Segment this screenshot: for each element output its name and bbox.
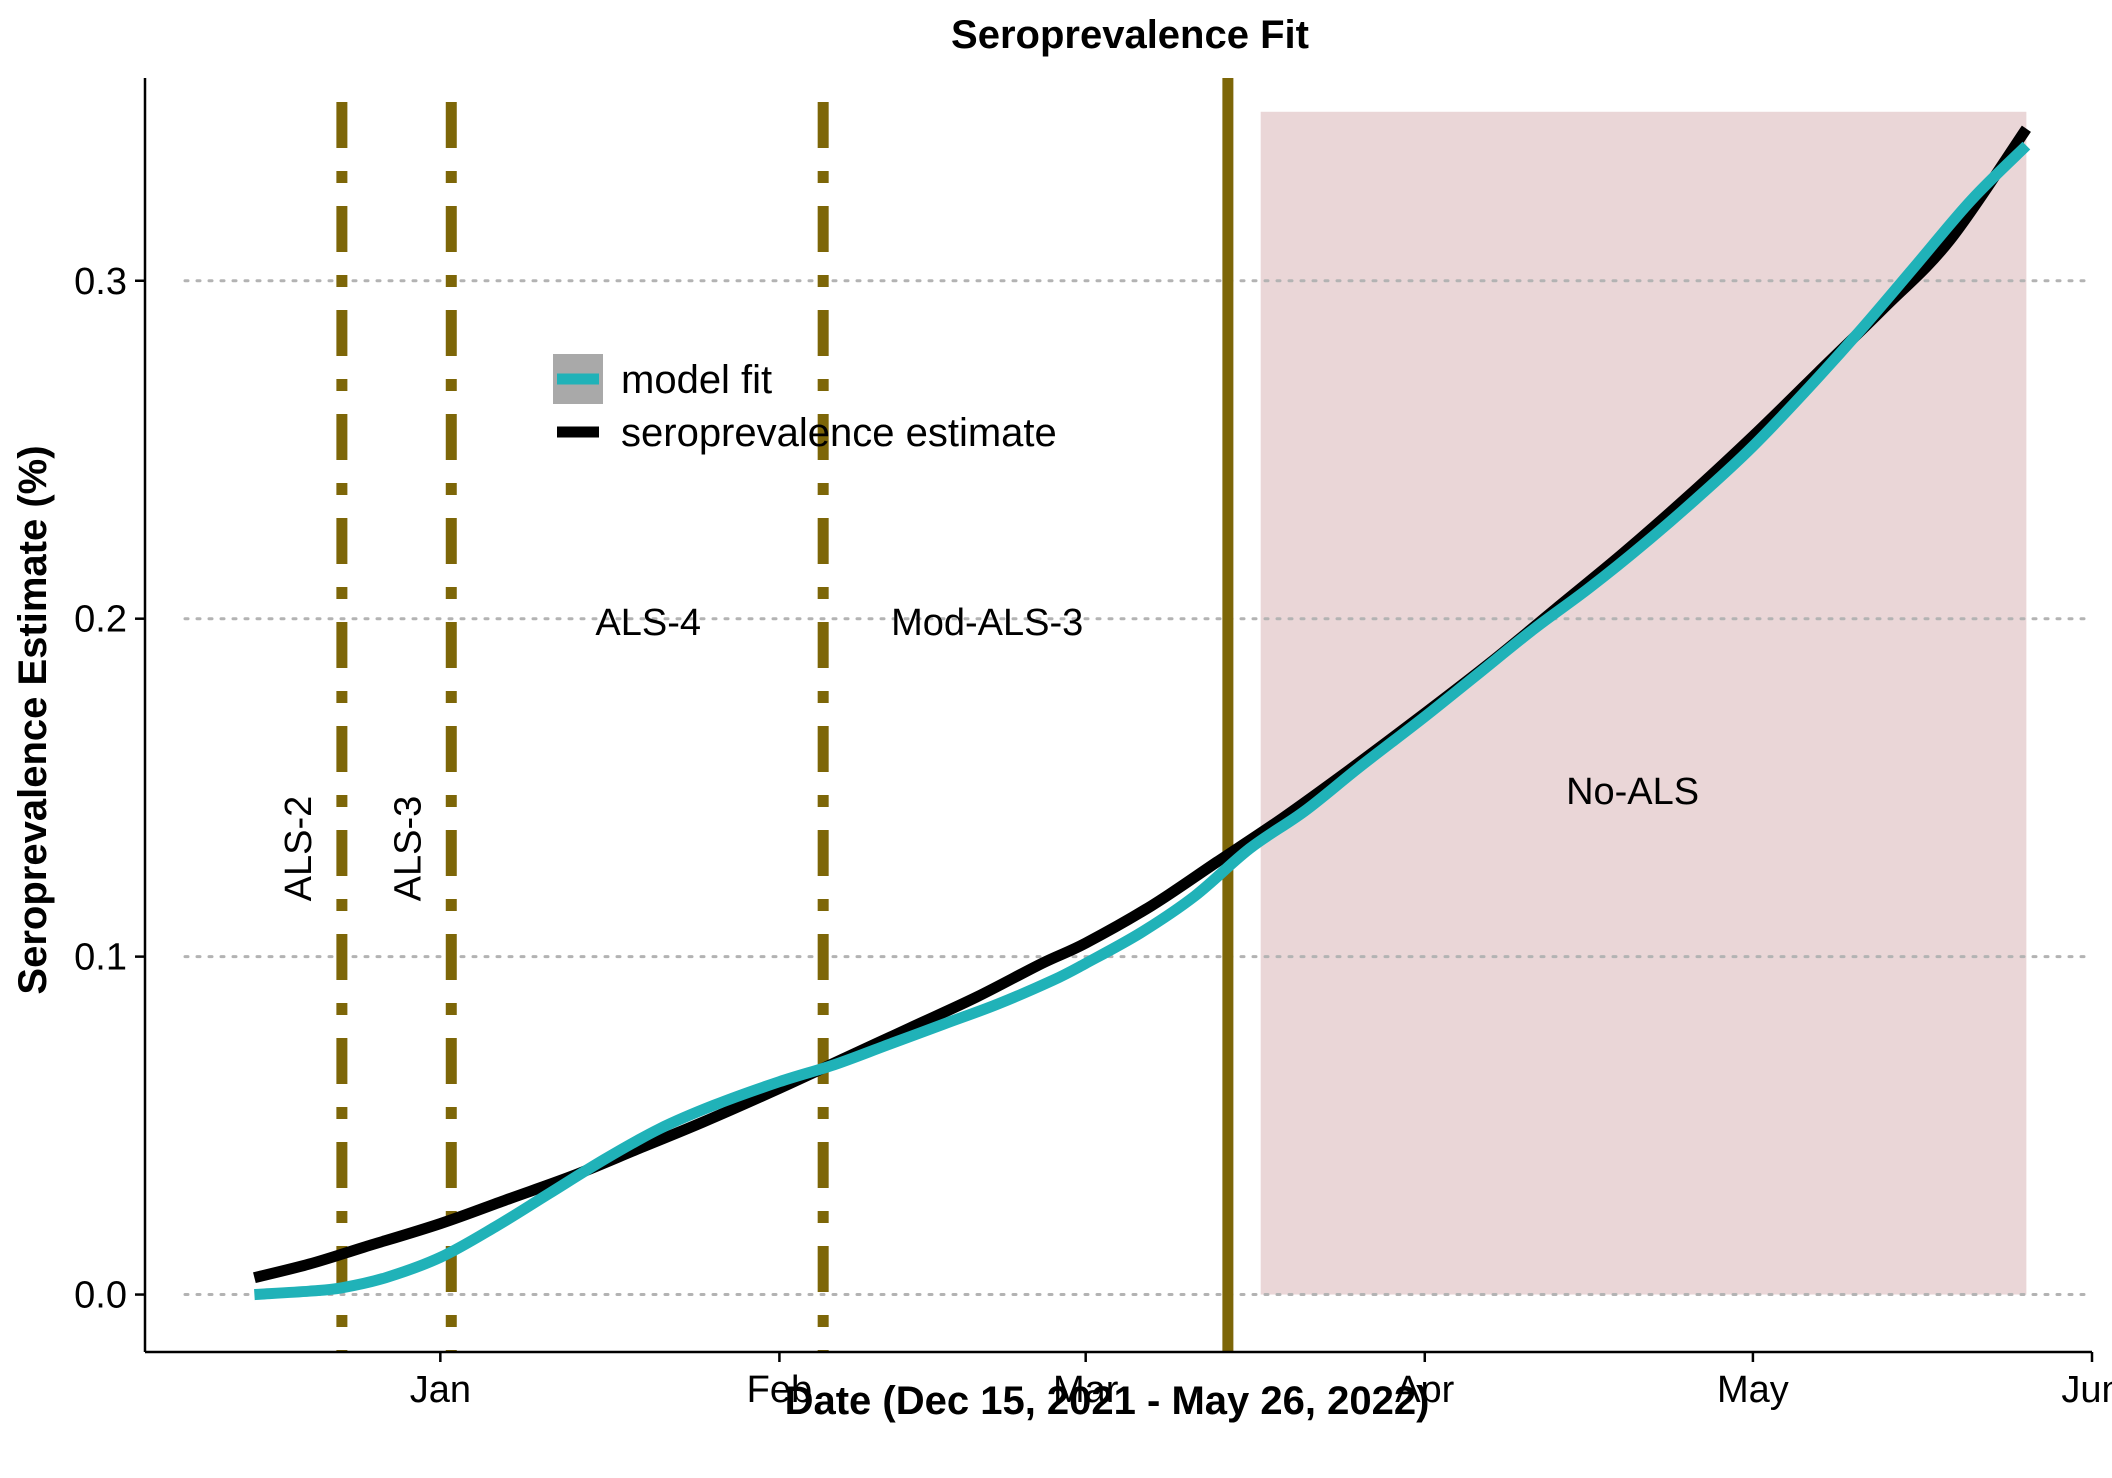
y-tick-label: 0.0 <box>74 1275 127 1317</box>
y-tick-label: 0.3 <box>74 261 127 303</box>
annotation-als-3: ALS-3 <box>388 796 430 902</box>
legend: model fit seroprevalence estimate <box>553 354 1057 455</box>
y-tick-label: 0.2 <box>74 599 127 641</box>
x-tick-label: Apr <box>1395 1369 1454 1411</box>
annotation-als-4: ALS-4 <box>595 602 701 644</box>
y-tick-label: 0.1 <box>74 937 127 979</box>
x-tick-label: Jun <box>2061 1369 2112 1411</box>
y-axis-title: Seroprevalence Estimate (%) <box>11 445 55 994</box>
annotation-mod-als-3: Mod-ALS-3 <box>891 602 1083 644</box>
x-tick-label: Jan <box>410 1369 471 1411</box>
x-tick-label: May <box>1717 1369 1789 1411</box>
legend-seroprevalence-estimate-label: seroprevalence estimate <box>621 411 1057 455</box>
shaded-region-no-als <box>1260 111 2027 1295</box>
legend-model-fit-label: model fit <box>621 358 772 402</box>
plot-area: 0.0 0.1 0.2 0.3 Jan Feb Mar Apr May Jun ALS-2 ALS-3… <box>74 78 2112 1411</box>
annotation-no-als: No-ALS <box>1566 771 1699 813</box>
x-axis-title: Date (Dec 15, 2021 - May 26, 2022) <box>785 1379 1430 1423</box>
x-tick-label: Mar <box>1053 1369 1119 1411</box>
annotation-als-2: ALS-2 <box>278 796 320 902</box>
chart-title: Seroprevalence Fit <box>951 13 1309 57</box>
model-fit-line <box>254 141 2031 1301</box>
x-tick-label: Feb <box>747 1369 812 1411</box>
